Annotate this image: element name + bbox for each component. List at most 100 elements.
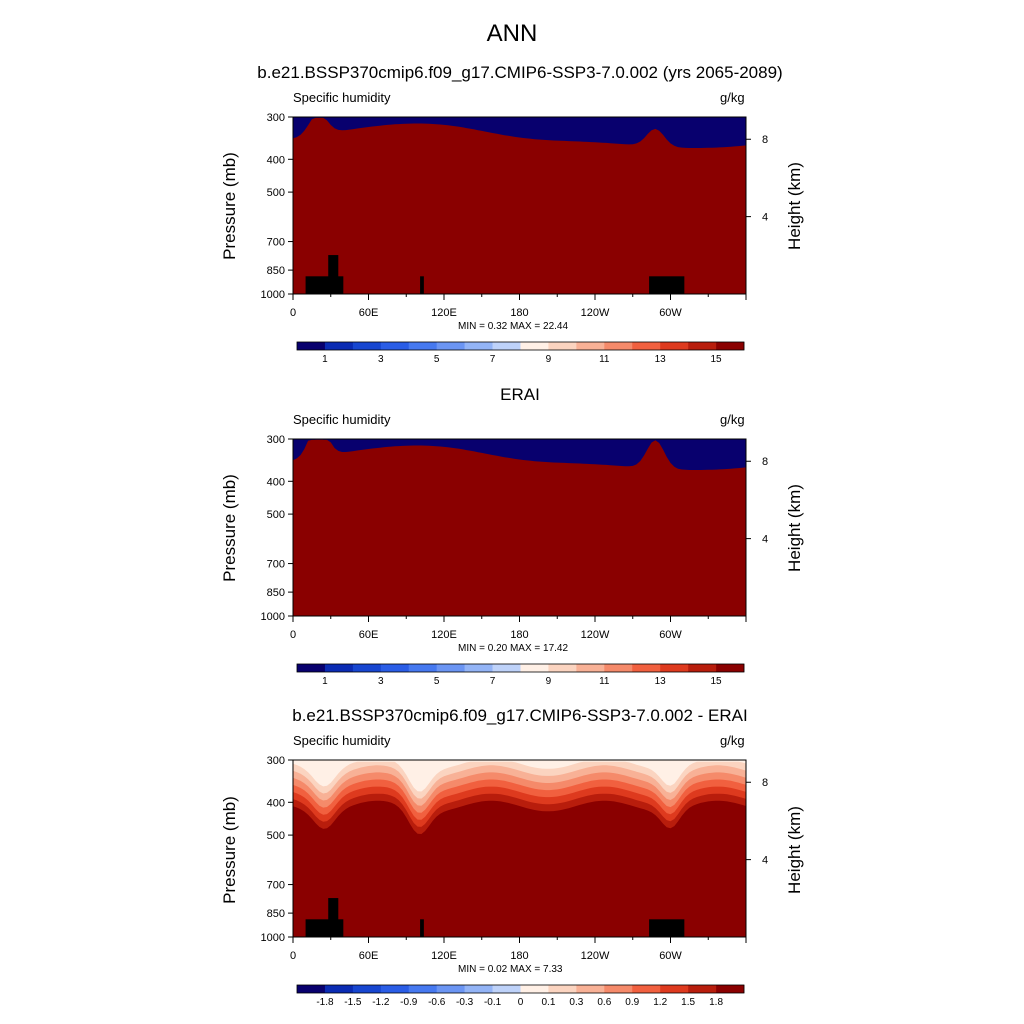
colorbar-label: 3 <box>378 676 384 687</box>
x-tick-label: 120E <box>431 950 457 962</box>
panel-2-stats: MIN = 0.20 MAX = 17.42 <box>458 643 569 654</box>
y-tick-label: 500 <box>267 187 285 199</box>
y-tick-label: 500 <box>267 830 285 842</box>
colorbar-swatch <box>380 664 410 672</box>
colorbar-label: -1.8 <box>316 997 334 1008</box>
right-tick-label: 8 <box>762 777 768 789</box>
colorbar-label: 0.9 <box>625 997 639 1008</box>
panel-2-units: g/kg <box>720 412 745 427</box>
panel-3-units: g/kg <box>720 733 745 748</box>
colorbar-swatch <box>632 985 661 993</box>
colorbar-label: 0.1 <box>541 997 555 1008</box>
land-mask-3 <box>649 919 685 937</box>
x-tick-label: 60W <box>659 950 682 962</box>
x-tick-label: 60W <box>659 629 682 641</box>
panel-3-title: b.e21.BSSP370cmip6.f09_g17.CMIP6-SSP3-7.… <box>292 706 748 725</box>
colorbar-swatch <box>408 664 437 672</box>
x-tick-label: 60W <box>659 307 682 319</box>
colorbar-label: 9 <box>546 354 552 365</box>
colorbar-label: 1.2 <box>653 997 667 1008</box>
colorbar-swatch <box>464 664 493 672</box>
colorbar-label: -1.2 <box>372 997 390 1008</box>
colorbar-frame <box>296 663 745 673</box>
colorbar-swatch <box>632 342 661 350</box>
panel-3-variable: Specific humidity <box>293 733 391 748</box>
colorbar-label: 1.8 <box>709 997 723 1008</box>
colorbar-swatch <box>352 342 382 350</box>
y-tick-label: 400 <box>267 797 285 809</box>
colorbar-swatch <box>492 342 521 350</box>
x-tick-label: 120W <box>581 629 610 641</box>
colorbar-label: 7 <box>490 354 496 365</box>
y-tick-label: 1000 <box>261 289 285 301</box>
colorbar-label: 5 <box>434 676 440 687</box>
colorbar-label: 15 <box>711 354 723 365</box>
figure-title: ANN <box>486 20 538 47</box>
colorbar-swatch <box>548 985 577 993</box>
colorbar-label: 0.3 <box>569 997 583 1008</box>
colorbar-label: 5 <box>434 354 440 365</box>
x-tick-label: 0 <box>290 629 296 641</box>
colorbar-swatch <box>632 664 661 672</box>
y-tick-label: 1000 <box>261 611 285 623</box>
panel-3-field <box>293 760 746 937</box>
right-tick-label: 8 <box>762 134 768 146</box>
colorbar-swatch <box>548 342 577 350</box>
x-tick-label: 0 <box>290 307 296 319</box>
colorbar-label: 11 <box>599 676 610 687</box>
y-tick-label: 400 <box>267 154 285 166</box>
panel-1: 300 400 500 700 850 1000 8 4 0 60E 120E 180 120W 60W <box>261 112 769 319</box>
colorbar-2: 1 3 5 7 9 11 13 15 <box>296 663 745 687</box>
land-mask-2 <box>420 276 424 294</box>
x-tick-label: 120W <box>581 307 610 319</box>
panel-2-field <box>293 439 746 616</box>
x-tick-label: 120E <box>431 307 457 319</box>
y-tick-label: 700 <box>267 237 285 249</box>
colorbar-label: 13 <box>655 676 667 687</box>
colorbar-swatch <box>436 342 465 350</box>
colorbar-swatch <box>660 342 689 350</box>
panel-1-stats: MIN = 0.32 MAX = 22.44 <box>458 321 569 332</box>
right-tick-label: 4 <box>762 855 768 867</box>
colorbar-label: 0 <box>518 997 524 1008</box>
colorbar-label: -0.1 <box>484 997 502 1008</box>
colorbar-swatch <box>520 342 549 350</box>
contour-band-15 <box>293 117 746 294</box>
colorbar-label: 1.5 <box>681 997 695 1008</box>
colorbar-swatch <box>716 664 745 672</box>
land-mask-2 <box>420 919 424 937</box>
colorbar-swatch <box>324 985 354 993</box>
land-mask-1 <box>328 898 339 937</box>
y-tick-label: 400 <box>267 476 285 488</box>
colorbar-swatch <box>492 985 521 993</box>
colorbar-3: -1.8 -1.5 -1.2 -0.9 -0.6 -0.3 -0.1 0 0.1 0.3 0.6 0.… <box>296 984 745 1008</box>
panel-3-stats: MIN = 0.02 MAX = 7.33 <box>458 964 563 975</box>
contour-band-15 <box>293 439 746 616</box>
x-tick-label: 180 <box>510 307 528 319</box>
panel-1-field <box>293 117 746 294</box>
right-tick-label: 4 <box>762 212 768 224</box>
colorbar-swatch <box>716 985 745 993</box>
colorbar-frame <box>296 341 745 351</box>
y-tick-label: 300 <box>267 755 285 767</box>
colorbar-swatch <box>352 985 382 993</box>
colorbar-swatch <box>660 664 689 672</box>
colorbar-frame <box>296 984 745 994</box>
colorbar-label: -0.6 <box>428 997 446 1008</box>
y-tick-label: 850 <box>267 908 285 920</box>
colorbar-swatch <box>380 985 410 993</box>
colorbar-label: 11 <box>599 354 610 365</box>
colorbar-swatch <box>492 664 521 672</box>
y-tick-label: 300 <box>267 112 285 124</box>
y-tick-label: 700 <box>267 880 285 892</box>
y-tick-label: 700 <box>267 559 285 571</box>
panel-1-variable: Specific humidity <box>293 90 391 105</box>
colorbar-swatch <box>380 342 410 350</box>
colorbar-label: -1.5 <box>344 997 362 1008</box>
colorbar-swatch <box>688 985 717 993</box>
x-tick-label: 180 <box>510 629 528 641</box>
colorbar-label: 1 <box>322 354 328 365</box>
x-tick-label: 60E <box>359 629 379 641</box>
panel-2: 300 400 500 700 850 1000 8 4 0 60E 120E 180 120W 60W <box>261 434 769 641</box>
colorbar-swatch <box>604 342 633 350</box>
